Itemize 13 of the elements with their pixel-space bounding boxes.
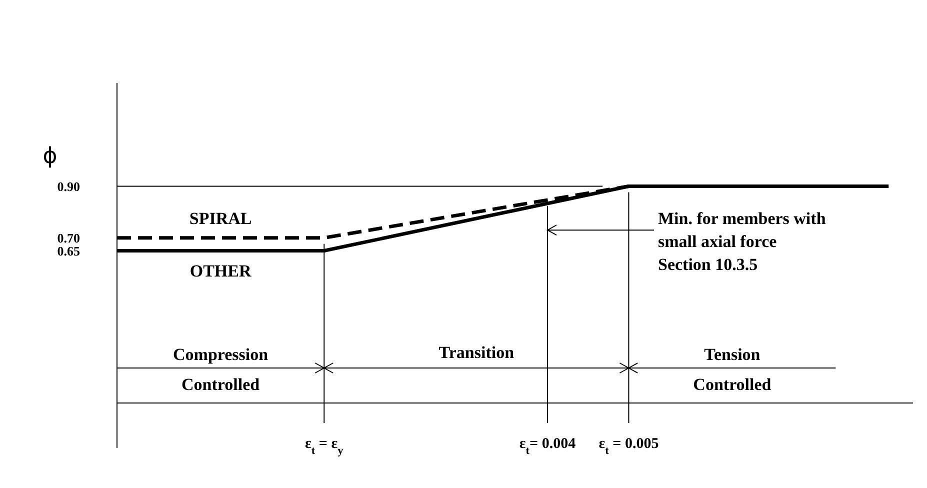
y-axis-title: ϕ (42, 144, 58, 169)
annotation: Compression Controlled (173, 345, 269, 394)
y-tick-label: 0.65 (57, 243, 80, 258)
annotation: Tension Controlled (693, 345, 772, 394)
ref-line-label: ε$_{t}$= 0.004 (519, 436, 576, 457)
ref-line-label: ε$_{t}$ = 0.005 (598, 436, 659, 457)
y-tick-label: 0.70 (57, 230, 80, 246)
annotation: Transition (438, 343, 515, 362)
annotation: Min. for members with small axial force Section 10.3.5 (658, 209, 826, 274)
y-tick-label: 0.90 (57, 178, 80, 194)
series-label: SPIRAL (189, 208, 252, 228)
series-label: OTHER (190, 262, 252, 281)
ref-line-label: ε$_{t}$ = ε$_{y}$ (304, 436, 344, 457)
